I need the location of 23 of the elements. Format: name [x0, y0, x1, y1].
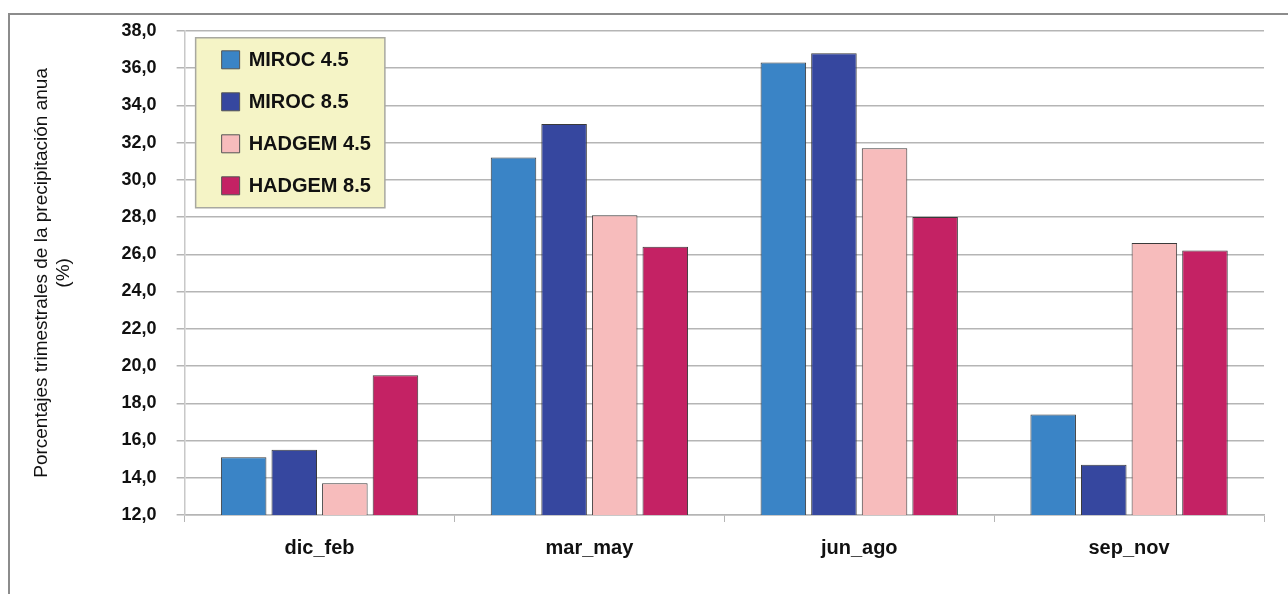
- x-tick-label: mar_may: [545, 535, 635, 558]
- y-tick-label: 38,0: [121, 19, 157, 40]
- y-axis-title: Porcentajes trimestrales de la precipitación anua (%): [29, 67, 74, 478]
- x-tick-label: sep_nov: [1088, 535, 1171, 558]
- y-tick-label: 26,0: [121, 243, 157, 264]
- y-tick-label: 36,0: [121, 57, 157, 78]
- legend-label: HADGEM 8.5: [248, 174, 371, 197]
- y-tick-label: 34,0: [121, 94, 157, 115]
- legend-label: HADGEM 4.5: [248, 132, 371, 155]
- x-tick-label: jun_ago: [819, 535, 898, 558]
- x-tick-label: dic_feb: [284, 535, 355, 558]
- y-tick-label: 14,0: [121, 466, 157, 487]
- y-tick-label: 22,0: [121, 317, 157, 338]
- y-tick-label: 30,0: [121, 168, 157, 189]
- y-tick-label: 32,0: [121, 131, 157, 152]
- y-tick-label: 20,0: [121, 354, 157, 375]
- y-tick-label: 16,0: [121, 429, 157, 450]
- legend-label: MIROC 8.5: [248, 90, 349, 113]
- y-tick-label: 18,0: [121, 392, 157, 413]
- y-tick-label: 28,0: [121, 206, 157, 226]
- legend-label: MIROC 4.5: [248, 48, 349, 71]
- y-tick-label: 12,0: [121, 503, 157, 524]
- y-tick-label: 24,0: [121, 280, 157, 301]
